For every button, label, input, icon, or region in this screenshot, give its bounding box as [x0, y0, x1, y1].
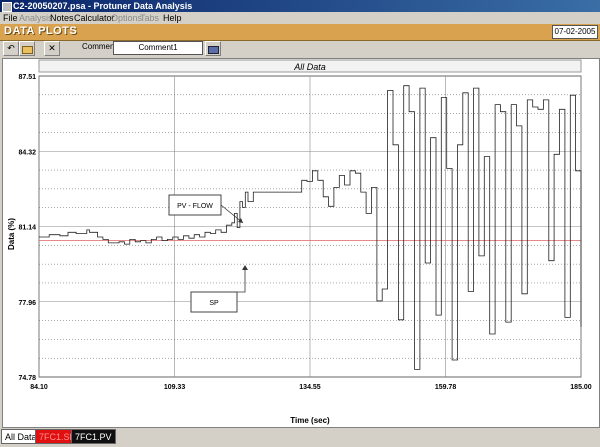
open-button[interactable]	[19, 41, 35, 56]
x-tick-label: 84.10	[30, 384, 48, 391]
menu-help[interactable]: Help	[163, 13, 182, 23]
close-x-icon: ✕	[48, 43, 56, 53]
menu-analysis[interactable]: Analysis	[19, 13, 53, 23]
open-folder-icon	[21, 46, 33, 54]
page-title: DATA PLOTS	[4, 25, 78, 37]
x-axis-label: Time (sec)	[290, 416, 330, 425]
menu-notes[interactable]: Notes	[50, 13, 74, 23]
menu-options[interactable]: Options	[111, 13, 143, 23]
chart-panel: All Data 87.51 84.32 81.14 77.96 74.78 84.10…	[2, 58, 600, 428]
tab-7fc1-pv[interactable]: 7FC1.PV	[71, 429, 116, 444]
chart-title-bar	[38, 59, 582, 73]
menu-bar: File Analysis Notes Calculator Options T…	[0, 12, 600, 24]
tab-strip: All Data 7FC1.SP 7FC1.PV	[0, 428, 600, 447]
menu-file[interactable]: File	[3, 13, 18, 23]
header-bar: DATA PLOTS 07-02-2005	[0, 24, 600, 41]
menu-calculator[interactable]: Calculator	[74, 13, 115, 23]
close-button[interactable]: ✕	[44, 41, 60, 56]
undo-button[interactable]: ↶	[3, 41, 19, 56]
sp-annotation-arrow	[237, 267, 246, 293]
y-tick-label: 87.51	[18, 74, 36, 81]
y-tick-label: 74.78	[18, 375, 36, 382]
sp-annotation-box	[190, 291, 238, 313]
y-tick-label: 77.96	[18, 300, 36, 307]
comment-input[interactable]: Comment1	[113, 41, 203, 55]
app-icon	[2, 2, 12, 12]
sp-arrowhead	[242, 265, 248, 270]
undo-icon: ↶	[7, 43, 15, 53]
y-tick-label: 81.14	[18, 225, 36, 232]
comment-label: Comment	[82, 42, 117, 51]
title-bar: C2-20050207.psa - Protuner Data Analysis	[0, 0, 600, 12]
chart-title: All Data	[293, 62, 326, 72]
pv-arrowhead	[238, 218, 243, 223]
chart-svg: All Data 87.51 84.32 81.14 77.96 74.78 84.10…	[7, 59, 592, 425]
pv-annotation-arrow	[220, 204, 244, 224]
pv-series-line	[39, 85, 582, 370]
menu-tabs[interactable]: Tabs	[140, 13, 160, 23]
pv-annotation-label: PV - FLOW	[177, 203, 213, 210]
snapshot-button[interactable]	[205, 41, 221, 56]
date-display: 07-02-2005	[552, 25, 598, 39]
x-tick-label: 185.00	[570, 384, 592, 391]
y-tick-label: 84.32	[18, 149, 36, 156]
x-tick-label: 159.78	[435, 384, 457, 391]
sp-annotation-label: SP	[209, 300, 219, 307]
x-tick-label: 109.33	[164, 384, 186, 391]
toolbar: ↶ ✕ Comment Comment1	[0, 40, 600, 56]
window-title: C2-20050207.psa - Protuner Data Analysis	[13, 1, 193, 11]
x-tick-label: 134.55	[299, 384, 321, 391]
camera-icon	[207, 46, 219, 54]
y-axis-label: Data (%)	[7, 218, 16, 250]
